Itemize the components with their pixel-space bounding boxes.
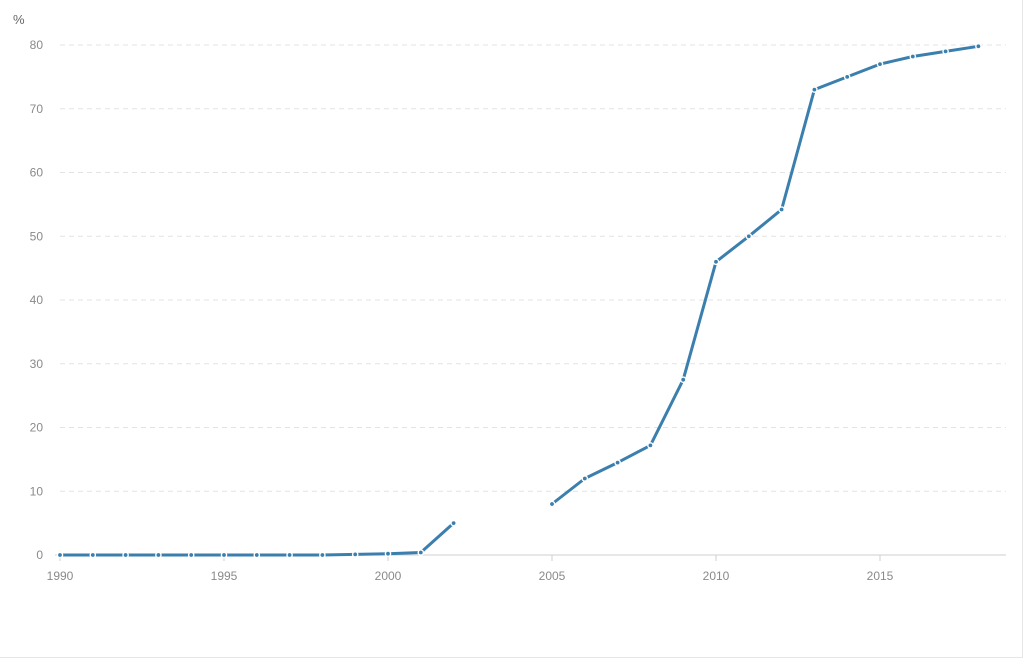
data-point[interactable] — [417, 549, 425, 556]
data-point[interactable] — [581, 475, 589, 482]
data-point[interactable] — [122, 551, 129, 559]
y-tick-label: 20 — [30, 421, 44, 435]
data-point[interactable] — [745, 232, 753, 240]
y-tick-label: 10 — [30, 484, 44, 498]
grid-lines — [60, 44, 1006, 492]
data-point[interactable] — [155, 551, 162, 559]
y-tick-label: 70 — [30, 102, 44, 116]
data-point[interactable] — [253, 551, 261, 559]
data-point[interactable] — [942, 48, 949, 55]
data-point[interactable] — [56, 551, 64, 559]
data-point[interactable] — [811, 86, 818, 93]
series-lines — [58, 44, 980, 557]
y-axis-ticks: 0 10 20 30 40 50 60 70 80 — [30, 38, 44, 562]
x-axis-ticks: 1990 1995 2000 2005 2010 2015 — [47, 555, 894, 583]
data-point[interactable] — [319, 551, 326, 559]
series-line-segment — [58, 521, 456, 557]
data-point[interactable] — [286, 551, 293, 559]
x-tick-label: 2015 — [867, 569, 894, 583]
y-tick-label: 40 — [30, 293, 44, 307]
data-point[interactable] — [975, 43, 982, 50]
data-point[interactable] — [220, 551, 228, 559]
y-unit-label: % — [13, 12, 25, 27]
data-point[interactable] — [647, 442, 654, 449]
y-tick-label: 30 — [30, 357, 44, 371]
data-point[interactable] — [450, 519, 457, 527]
data-point[interactable] — [351, 551, 359, 558]
data-point[interactable] — [187, 551, 195, 559]
data-point[interactable] — [712, 258, 720, 266]
data-point[interactable] — [384, 550, 392, 558]
y-tick-label: 80 — [30, 38, 44, 52]
series-points — [56, 43, 982, 559]
data-point[interactable] — [778, 206, 785, 213]
x-tick-label: 1990 — [47, 569, 74, 583]
x-tick-label: 1995 — [211, 569, 238, 583]
y-tick-label: 50 — [30, 229, 44, 243]
data-point[interactable] — [614, 459, 621, 466]
y-tick-label: 60 — [30, 166, 44, 180]
data-point[interactable] — [909, 53, 917, 60]
x-tick-label: 2005 — [539, 569, 566, 583]
x-tick-label: 2010 — [703, 569, 730, 583]
y-tick-label: 0 — [36, 548, 43, 562]
data-point[interactable] — [679, 376, 687, 384]
data-point[interactable] — [89, 551, 97, 559]
x-tick-label: 2000 — [375, 569, 402, 583]
series-line-segment — [550, 44, 980, 506]
data-point[interactable] — [876, 60, 884, 68]
data-point[interactable] — [843, 73, 851, 81]
data-point[interactable] — [548, 500, 556, 508]
